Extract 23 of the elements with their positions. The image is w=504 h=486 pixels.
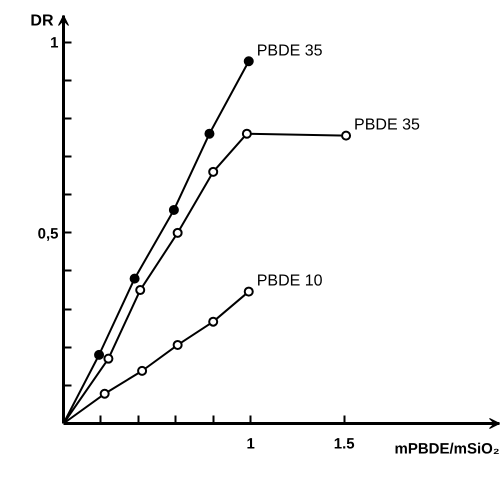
point [204,128,214,139]
series-label: PBDE 35 [354,116,420,134]
point [172,340,183,350]
point [172,228,183,238]
point [137,366,148,376]
point [168,204,179,215]
point [244,56,254,66]
y-tick-label: 0,5 [38,225,59,242]
series-label: PBDE 35 [256,42,323,60]
point [103,354,114,364]
point [341,130,352,141]
x-tick-label: 1.5 [334,436,355,452]
series-label: PBDE 10 [256,272,323,290]
point [100,388,110,399]
y-axis-title: DR [30,12,54,30]
x-axis-title: mPBDE/mSiO₂ [394,440,500,458]
point [208,166,218,177]
point [130,274,140,284]
point [135,285,146,296]
point [242,128,252,139]
point [244,286,254,297]
point [208,316,218,327]
point [94,350,104,360]
